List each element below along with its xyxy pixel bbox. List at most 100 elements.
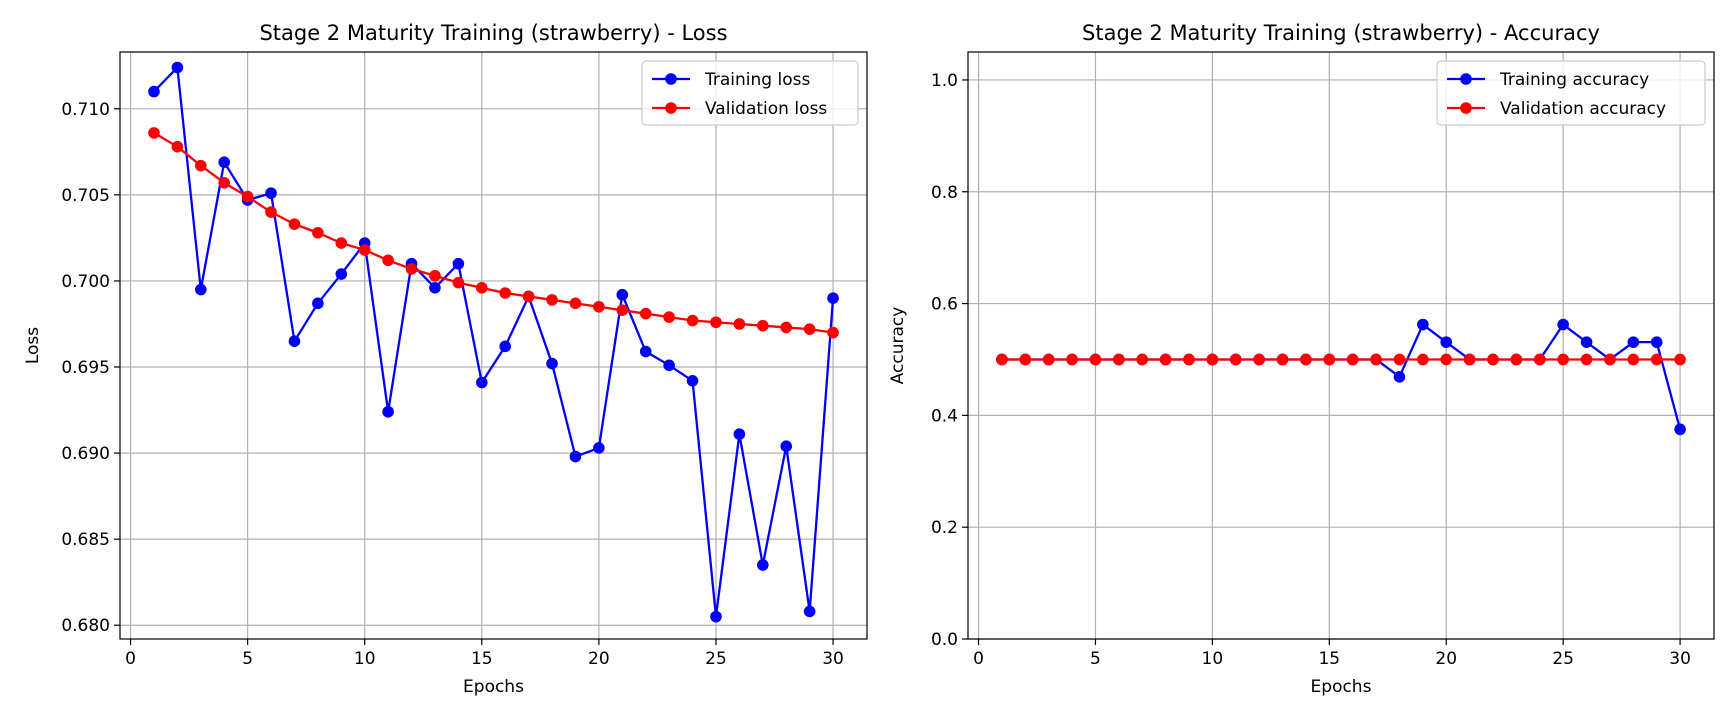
accuracy-validation-point [1159,353,1172,366]
loss-training-point [780,440,793,453]
loss-validation-point [265,206,277,218]
loss-training-point [265,187,277,199]
loss-training-point [218,156,231,168]
accuracy-validation-point [1042,353,1055,366]
y-tick-label: 0.705 [61,186,110,206]
loss-training-point [429,282,441,294]
accuracy-validation-point [1276,353,1289,366]
accuracy-validation-point [1580,353,1593,366]
y-axis-label: Accuracy [888,307,908,385]
accuracy-training-point [1417,318,1429,331]
loss-training-point [194,283,207,296]
accuracy-validation-point [1089,353,1102,366]
accuracy-validation-point [1393,353,1406,366]
loss-training-point [663,359,675,372]
loss-training-point [569,450,582,463]
accuracy-validation-point [1604,353,1616,366]
loss-training-point [616,288,629,301]
accuracy-validation-point [1557,353,1569,366]
x-tick-label: 25 [705,649,727,669]
loss-validation-point [827,326,839,339]
loss-legend: Training loss Validation loss [641,60,859,126]
accuracy-validation-point [1510,353,1523,366]
loss-validation-point [312,226,324,239]
loss-validation-point [241,190,254,203]
y-tick-label: 0.700 [61,272,110,292]
accuracy-validation-point [1113,353,1125,366]
legend-marker-validation [665,102,677,114]
loss-validation-point [288,218,301,230]
accuracy-training-point [1393,371,1406,383]
x-tick-label: 10 [354,649,376,669]
y-tick-label: 0.8 [931,183,958,203]
loss-validation-point [569,297,582,310]
y-tick-label: 0.710 [61,100,110,120]
accuracy-validation-point [1136,353,1149,366]
accuracy-validation-point [1370,353,1382,366]
y-tick-label: 0.4 [931,406,958,426]
accuracy-training-point [1580,336,1593,348]
loss-training-point [546,357,558,370]
loss-training-point [335,268,348,280]
y-tick-label: 0.6 [931,295,958,315]
x-axis-label: Epochs [463,677,524,697]
loss-training-point [733,428,746,440]
accuracy-validation-point [1183,353,1195,366]
loss-validation-point [756,319,769,332]
loss-validation-point [218,177,231,189]
accuracy-chart-title: Stage 2 Maturity Training (strawberry) -… [1082,21,1600,45]
loss-validation-point [452,276,465,289]
loss-training-point [382,405,394,418]
x-tick-label: 20 [1435,649,1457,669]
x-tick-label: 0 [125,649,136,669]
loss-validation-point [335,237,348,249]
y-axis-label: Loss [23,327,43,364]
loss-validation-point [639,307,652,320]
loss-validation-point [148,127,160,139]
plot-frame [967,51,1715,640]
loss-training-point [475,376,488,389]
loss-training-point [171,61,184,74]
loss-series-line-training [153,66,835,618]
legend-marker-training [1460,73,1472,85]
accuracy-validation-point [1323,353,1336,366]
y-tick-label: 0.690 [61,444,110,464]
loss-validation-point [663,311,675,323]
legend-label-training: Training loss [704,70,810,90]
legend-box [1436,60,1706,126]
accuracy-training-point [1627,336,1640,348]
accuracy-validation-point [1650,353,1663,366]
y-tick-label: 0.0 [931,630,958,650]
loss-validation-point [546,294,558,306]
accuracy-validation-point [1206,353,1219,366]
accuracy-validation-point [1674,353,1686,366]
loss-training-point [288,335,301,347]
loss-validation-point [194,159,207,172]
x-tick-label: 10 [1202,649,1224,669]
accuracy-validation-point [1253,353,1265,366]
y-tick-label: 0.685 [61,530,110,550]
loss-validation-point [171,140,184,153]
accuracy-legend: Training accuracy Validation accuracy [1436,60,1706,126]
y-tick-label: 0.680 [61,616,110,636]
loss-validation-point [780,321,793,334]
legend-marker-validation [1460,102,1472,114]
accuracy-validation-point [1627,353,1640,366]
y-tick-label: 0.695 [61,358,110,378]
loss-validation-point [710,316,722,329]
legend-box [641,60,859,126]
loss-training-point [827,292,839,304]
accuracy-validation-point [1229,353,1242,366]
x-tick-label: 15 [1318,649,1340,669]
loss-training-point [639,345,652,358]
x-tick-label: 30 [822,649,844,669]
loss-training-point [312,297,324,310]
x-tick-label: 0 [973,649,984,669]
plot-frame [119,51,868,640]
loss-validation-point [405,263,418,275]
loss-validation-point [522,290,535,303]
loss-training-point [803,605,816,618]
legend-label-validation: Validation loss [705,99,827,119]
accuracy-validation-point [996,353,1008,366]
